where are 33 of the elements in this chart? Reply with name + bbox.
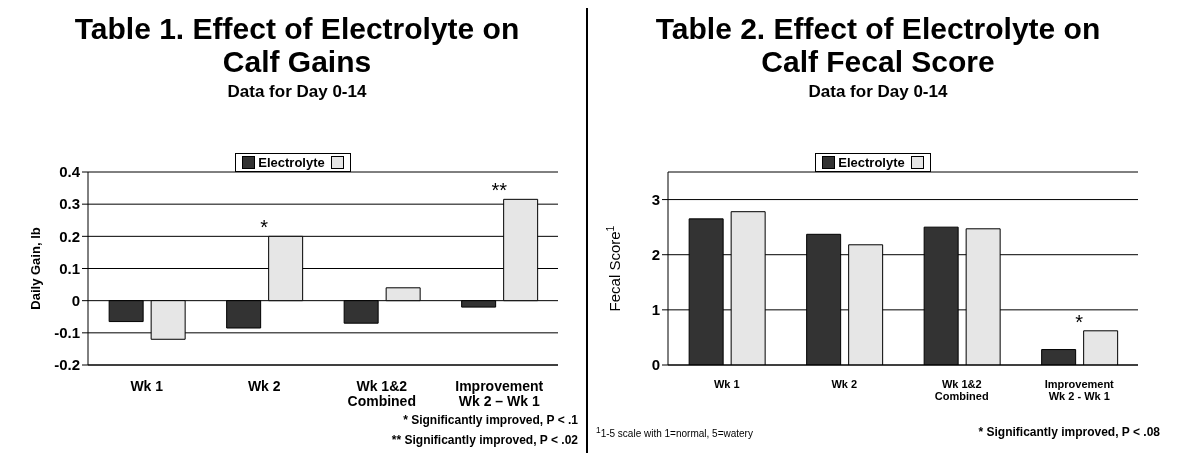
text: $^{1}$1-5 scale with 1=normal, 5=watery [595,425,754,440]
y-tick-label: 0.1 [59,259,80,277]
y-tick-label: 0 [651,356,660,374]
x-tick-label: Wk 1 [130,378,164,394]
legend-label: Electrolyte [837,155,905,170]
x-tick-label: Wk 1&2 Combined [934,378,989,403]
annotation: * [1075,310,1084,333]
legend-label: Electrolyte [257,155,325,170]
x-tick-label: Wk 1&2 Combined [347,378,416,410]
chart-subtitle: Data for Day 0-14 [807,82,949,102]
y-tick-label: 0.3 [59,195,80,213]
y-tick-label: -0.1 [54,324,80,342]
y-tick-label: 2 [651,246,660,264]
text: * Significantly improved, P < .1 [402,413,579,427]
y-tick-label: -0.2 [54,356,80,374]
annotation: ** [491,179,508,202]
x-tick-label: Improvement Wk 2 – Wk 1 [455,378,544,410]
y-tick-label: 0 [71,291,80,309]
x-tick-label: Wk 2 [831,378,858,390]
chart-title: Table 2. Effect of Electrolyte on Calf Fecal Score [654,11,1102,78]
x-tick-label: Wk 2 [247,378,281,394]
chart-subtitle: Data for Day 0-14 [226,82,368,102]
y-tick-label: 0.4 [59,163,81,181]
y-tick-label: 1 [651,301,660,319]
x-tick-label: Wk 1 [713,378,740,390]
y-tick-label: 3 [651,190,660,208]
text: * Significantly improved, P < .08 [977,425,1161,439]
y-tick-label: 0.2 [59,227,80,245]
annotation: * [260,216,269,239]
text: ** Significantly improved, P < .02 [390,433,579,447]
x-tick-label: Improvement Wk 2 - Wk 1 [1044,378,1115,403]
chart-title: Table 1. Effect of Electrolyte on Calf Gains [73,11,521,78]
y-axis-title: Daily Gain, lb [28,227,43,310]
